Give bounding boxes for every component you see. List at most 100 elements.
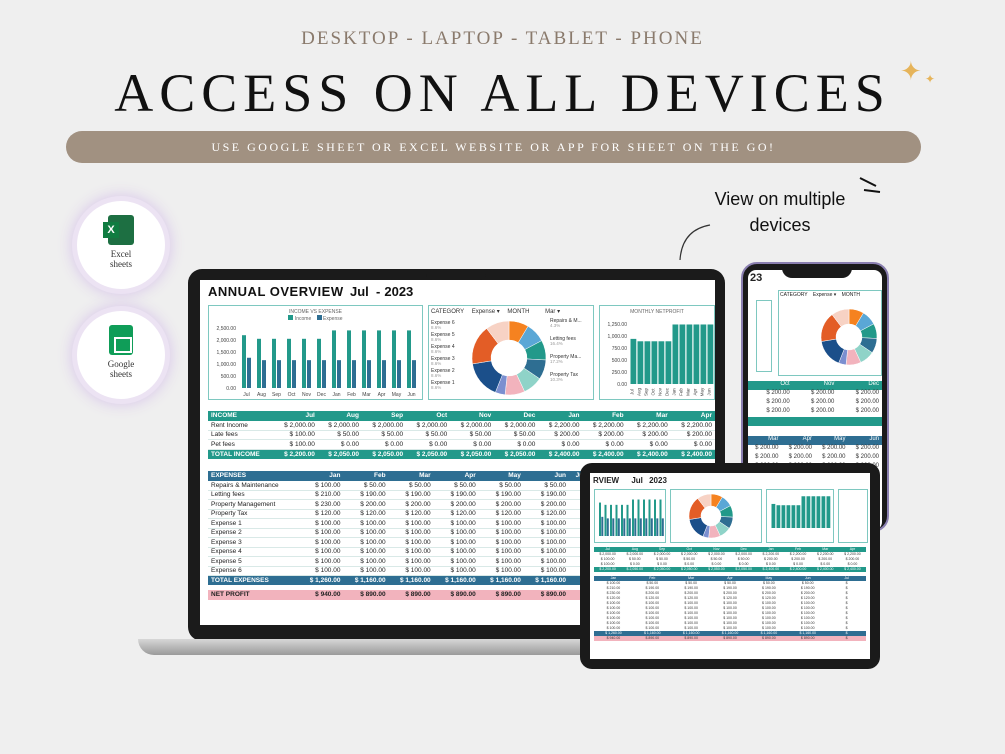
table-cell[interactable]: $ 940.00 (298, 590, 344, 600)
table-cell[interactable]: $ 120.00 (523, 509, 570, 519)
table-cell[interactable]: $ 100.00 (343, 547, 389, 557)
table-cell[interactable]: $ 200.00 (626, 430, 671, 440)
table-cell[interactable]: $ 100.00 (388, 556, 434, 567)
table-cell[interactable]: $ 200.00 (343, 499, 389, 510)
table-cell[interactable]: $ 2,200.00 (538, 420, 583, 431)
table-cell[interactable]: $ 200.00 (478, 499, 524, 510)
table-cell[interactable]: $ 100.00 (433, 518, 479, 529)
table-cell[interactable]: $ 2,050.00 (317, 449, 362, 459)
table-cell[interactable]: $ 2,000.00 (317, 420, 362, 431)
table-cell[interactable]: $ 0.00 (670, 439, 715, 450)
tablet-year[interactable]: 2023 (649, 476, 667, 485)
table-cell[interactable]: $ 100.00 (388, 528, 434, 538)
table-cell[interactable]: $ 50.00 (433, 480, 479, 491)
table-cell[interactable]: $ 200.00 (523, 499, 570, 510)
table-cell[interactable]: $ 100.00 (273, 439, 318, 450)
table-cell[interactable]: $ 100.00 (298, 518, 344, 529)
table-cell[interactable]: $ 100.00 (478, 537, 524, 548)
table-cell[interactable]: $ 2,400.00 (626, 449, 671, 459)
table-cell[interactable]: $ 100.00 (298, 528, 344, 538)
table-cell[interactable]: $ 2,400.00 (538, 449, 583, 459)
table-cell[interactable]: $ 100.00 (478, 547, 524, 557)
table-cell[interactable]: $ 50.00 (388, 480, 434, 491)
table-cell[interactable]: $ 50.00 (317, 430, 362, 440)
table-cell[interactable]: $ 100.00 (523, 518, 570, 529)
table-cell[interactable]: $ 100.00 (523, 566, 570, 576)
table-cell[interactable]: $ 2,050.00 (361, 449, 407, 459)
table-cell[interactable]: $ 0.00 (538, 439, 583, 450)
table-cell[interactable]: $ 100.00 (298, 556, 344, 567)
table-cell[interactable]: $ 0.00 (406, 439, 451, 450)
dashboard-period[interactable]: Jul -2023 (350, 284, 414, 299)
table-cell[interactable]: $ 0.00 (450, 439, 495, 450)
table-cell[interactable]: $ 100.00 (433, 537, 479, 548)
month-select[interactable]: Jul (350, 284, 369, 299)
table-cell[interactable]: $ 0.00 (582, 439, 627, 450)
table-cell[interactable]: $ 0.00 (317, 439, 362, 450)
table-cell[interactable]: $ 890.00 (478, 590, 524, 600)
table-cell[interactable]: $ 230.00 (298, 499, 344, 510)
table-cell[interactable]: $ 1,260.00 (298, 575, 344, 585)
table-cell[interactable]: $ 1,160.00 (388, 575, 434, 585)
table-cell[interactable]: $ 2,200.00 (626, 420, 671, 431)
table-cell[interactable]: $ 120.00 (343, 509, 389, 519)
table-cell[interactable]: $ 100.00 (273, 430, 318, 440)
table-cell[interactable]: Repairs & Maintenance (208, 480, 299, 491)
table-cell[interactable]: $ 100.00 (433, 547, 479, 557)
table-cell[interactable]: Expense 4 (208, 547, 299, 557)
table-cell[interactable]: $ 100.00 (433, 566, 479, 576)
table-cell[interactable]: Expense 6 (208, 566, 299, 576)
table-cell[interactable]: Expense 1 (208, 518, 299, 529)
table-cell[interactable]: $ 190.00 (433, 490, 479, 500)
table-cell[interactable]: $ 100.00 (343, 566, 389, 576)
table-cell[interactable]: $ 0.00 (626, 439, 671, 450)
table-cell[interactable]: $ 100.00 (298, 480, 344, 491)
table-cell[interactable]: $ 100.00 (523, 537, 570, 548)
table-cell[interactable]: $ 50.00 (523, 480, 570, 491)
table-cell[interactable]: $ 100.00 (433, 556, 479, 567)
table-cell[interactable]: $ 100.00 (388, 518, 434, 529)
table-cell[interactable]: $ 2,000.00 (494, 420, 539, 431)
table-cell[interactable]: TOTAL EXPENSES (208, 575, 299, 585)
table-cell[interactable]: $ 100.00 (478, 528, 524, 538)
table-cell[interactable]: Expense 3 (208, 537, 299, 548)
table-cell[interactable]: $ 120.00 (388, 509, 434, 519)
table-cell[interactable]: Property Tax (208, 509, 299, 519)
table-cell[interactable]: $ 100.00 (523, 556, 570, 567)
table-cell[interactable]: $ 100.00 (298, 547, 344, 557)
table-cell[interactable]: $ 2,050.00 (450, 449, 495, 459)
table-cell[interactable]: $ 100.00 (433, 528, 479, 538)
phone-category-select[interactable]: Expense (812, 292, 833, 298)
category-select[interactable]: Expense (471, 309, 496, 315)
table-cell[interactable]: $ 120.00 (478, 509, 524, 519)
table-cell[interactable]: $ 120.00 (298, 509, 344, 519)
table-cell[interactable]: $ 100.00 (343, 518, 389, 529)
table-cell[interactable]: $ 2,050.00 (494, 449, 539, 459)
table-cell[interactable]: $ 100.00 (298, 537, 344, 548)
table-cell[interactable]: $ 1,160.00 (343, 575, 389, 585)
table-cell[interactable]: $ 50.00 (478, 480, 524, 491)
table-cell[interactable]: $ 2,200.00 (670, 420, 715, 431)
table-cell[interactable]: $ 100.00 (523, 528, 570, 538)
table-cell[interactable]: $ 190.00 (478, 490, 524, 500)
table-cell[interactable]: $ 50.00 (406, 430, 451, 440)
table-cell[interactable]: $ 1,160.00 (478, 575, 524, 585)
table-cell[interactable]: $ 100.00 (298, 566, 344, 576)
table-cell[interactable]: Letting fees (208, 490, 299, 500)
year-select[interactable]: 2023 (384, 284, 414, 299)
table-cell[interactable]: Property Management (208, 499, 299, 510)
table-cell[interactable]: $ 200.00 (538, 430, 583, 440)
table-cell[interactable]: $ 2,400.00 (670, 449, 715, 459)
table-cell[interactable]: $ 1,160.00 (523, 575, 570, 585)
table-cell[interactable]: $ 2,000.00 (273, 420, 318, 431)
table-cell[interactable]: $ 190.00 (523, 490, 570, 500)
table-cell[interactable]: $ 100.00 (478, 518, 524, 529)
table-cell[interactable]: $ 200.00 (433, 499, 479, 510)
table-cell[interactable]: $ 100.00 (478, 556, 524, 567)
table-cell[interactable]: Expense 5 (208, 556, 299, 567)
table-cell[interactable]: $ 890.00 (523, 590, 570, 600)
table-cell[interactable]: $ 890.00 (343, 590, 389, 600)
table-cell[interactable]: $ 0.00 (361, 439, 407, 450)
month-filter-select[interactable]: Mar (545, 309, 556, 315)
table-cell[interactable]: $ 2,200.00 (582, 420, 627, 431)
